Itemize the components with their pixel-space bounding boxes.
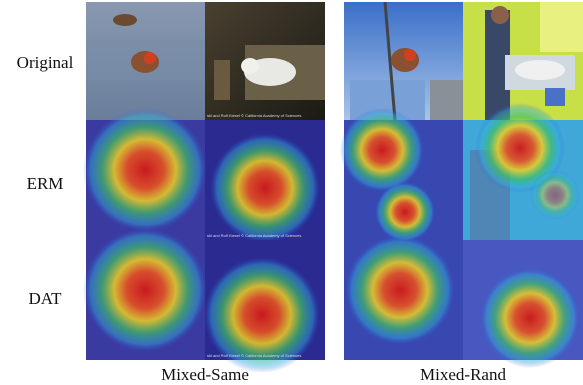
erm-row [83,103,583,243]
watermark: ski and Rolf Kiesel © California Academy… [207,113,301,118]
dat-row [83,228,583,373]
column-label: Mixed-Same [161,365,249,384]
row-label: ERM [27,174,64,193]
figure: Original ERM DAT [0,0,583,385]
watermark: ski and Rolf Kiesel © California Academy… [207,233,301,238]
original-row [86,2,583,120]
watermark: ski and Rolf Kiesel © California Academy… [207,353,301,358]
row-label: Original [17,53,74,72]
column-label: Mixed-Rand [420,365,506,384]
row-label: DAT [28,289,62,308]
